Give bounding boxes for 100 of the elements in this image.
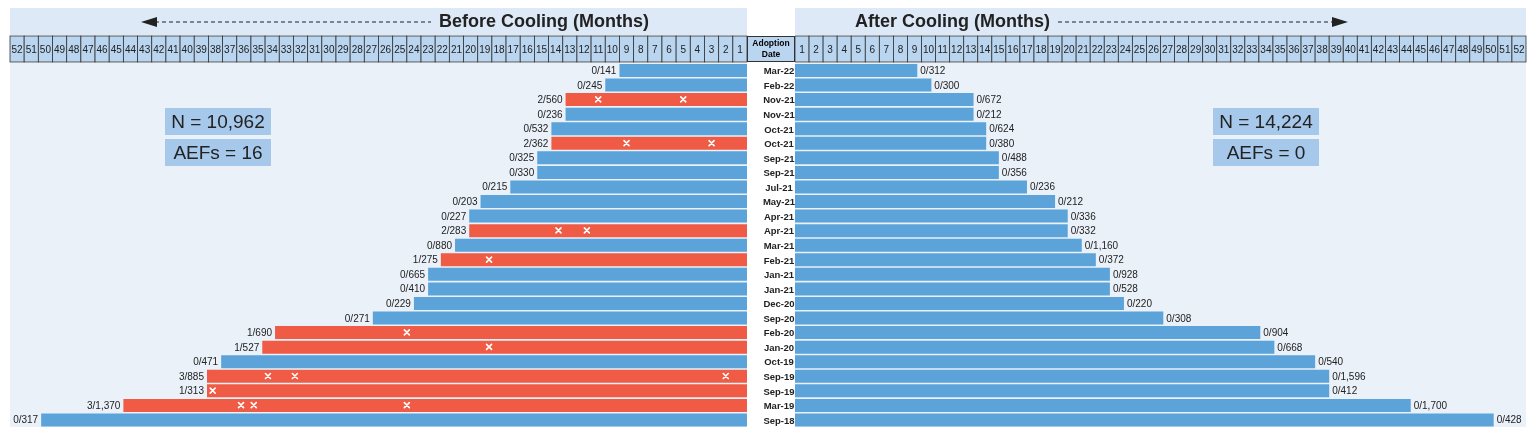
y-tick-label: Jan-21 [763, 269, 795, 281]
point [250, 401, 258, 409]
data-label: 0/471 [193, 356, 219, 368]
data-label: 0/1,160 [1084, 239, 1119, 251]
data-label: 0/203 [452, 196, 478, 208]
x-tick-label: 36 [238, 44, 250, 55]
x-tick-label: 26 [380, 44, 392, 55]
data-label: 0/300 [934, 79, 960, 91]
data-label: 2/362 [523, 137, 549, 149]
x-tick-label: 20 [465, 44, 477, 55]
point [555, 227, 562, 234]
bar [275, 326, 747, 340]
annotation: N = 14,224 [1213, 108, 1319, 135]
bar [795, 64, 918, 77]
point [708, 139, 715, 147]
x-tick-label: 20 [1063, 44, 1076, 55]
data-label: 0/220 [1126, 297, 1153, 309]
x-tick-label: 8 [897, 44, 904, 55]
x-tick-label: 28 [1176, 44, 1188, 55]
x-tick-label: 27 [365, 44, 378, 55]
data-label: 1/527 [234, 341, 260, 353]
x-tick-label: 52 [1513, 44, 1525, 55]
x-tick-label: 18 [1035, 44, 1048, 55]
x-tick-label: 46 [96, 44, 109, 55]
x-tick-label: 35 [252, 44, 265, 55]
x-tick-label: 38 [209, 44, 222, 55]
data-label: 2/283 [441, 225, 467, 237]
x-tick-label: 12 [578, 44, 591, 55]
x-tick-label: 46 [1429, 44, 1441, 55]
data-label: 0/372 [1098, 254, 1125, 266]
x-tick-label: 24 [1119, 44, 1132, 55]
x-tick-label: 17 [1021, 44, 1033, 55]
x-tick-label: 29 [337, 44, 350, 55]
x-tick-label: 33 [280, 44, 293, 55]
point [623, 139, 630, 147]
data-label: 3/1,370 [87, 399, 121, 411]
data-label: 0/540 [1318, 356, 1344, 368]
x-tick-label: 7 [652, 44, 659, 55]
x-tick-label: 14 [550, 44, 562, 55]
x-tick-label: 42 [1372, 44, 1385, 55]
x-tick-label: 43 [1386, 44, 1399, 55]
x-tick-label: 11 [592, 44, 604, 55]
x-tick-label: 27 [1161, 44, 1174, 55]
data-label: 0/245 [577, 79, 603, 91]
bar [480, 195, 747, 209]
y-tick-label: Oct-21 [764, 138, 795, 150]
bar [41, 413, 747, 427]
x-tick-label: 12 [951, 44, 963, 55]
x-tick-label: 23 [1105, 44, 1118, 55]
x-tick-label: 8 [637, 44, 644, 55]
data-label: 0/227 [441, 210, 467, 222]
data-label: 0/236 [537, 108, 564, 120]
data-label: 0/668 [1277, 341, 1303, 353]
data-label: 0/1,596 [1332, 370, 1366, 382]
x-tick-label: 16 [521, 44, 534, 55]
x-tick-label: 15 [535, 44, 548, 55]
y-tick-label: Sep-20 [763, 312, 795, 324]
annotation: AEFs = 0 [1213, 139, 1319, 166]
x-tick-label: 34 [1260, 44, 1272, 55]
x-tick-label: 31 [309, 44, 321, 55]
y-tick-label: Oct-19 [764, 356, 794, 368]
y-tick-label: Feb-22 [763, 79, 795, 91]
x-tick-label: 48 [1457, 44, 1469, 55]
point [594, 96, 602, 103]
annotation: N = 10,962 [165, 108, 271, 135]
x-tick-label: 13 [564, 44, 576, 55]
bar [221, 355, 747, 369]
x-tick-label: 22 [436, 44, 449, 55]
y-tick-label: Sep-21 [763, 152, 796, 164]
bar [551, 136, 747, 150]
data-label: 1/275 [412, 254, 439, 266]
x-tick-label: 37 [1302, 44, 1315, 55]
x-tick-label: 10 [606, 44, 619, 55]
data-label: 0/1,700 [1413, 399, 1448, 411]
point [583, 227, 591, 234]
bar [605, 78, 747, 92]
y-tick-label: Jan-20 [763, 341, 795, 353]
x-tick-label: 35 [1274, 44, 1286, 55]
x-tick-label: 33 [1246, 44, 1258, 55]
point [485, 256, 493, 263]
x-tick-label: 25 [394, 44, 406, 55]
data-label: 0/412 [1332, 385, 1358, 397]
x-tick-label: 21 [1077, 44, 1090, 55]
bar [455, 238, 747, 252]
y-tick-label: Mar-22 [763, 65, 795, 77]
x-tick-label: 47 [1443, 44, 1455, 55]
data-label: 0/271 [344, 312, 371, 324]
data-label: 0/212 [1058, 196, 1084, 208]
y-tick-label: May-21 [762, 196, 796, 208]
x-tick-label: 45 [1415, 44, 1427, 55]
data-label: 0/356 [1001, 166, 1028, 178]
bar [795, 296, 1124, 310]
y-tick-label: Mar-21 [763, 240, 796, 251]
x-tick-label: 10 [922, 44, 935, 55]
x-tick-label: 49 [1471, 44, 1483, 55]
bar [372, 311, 747, 325]
x-tick-label: 24 [408, 44, 420, 55]
data-label: 0/380 [989, 137, 1015, 149]
data-label: 0/410 [400, 283, 426, 295]
y-tick-label: Sep-19 [763, 385, 795, 397]
